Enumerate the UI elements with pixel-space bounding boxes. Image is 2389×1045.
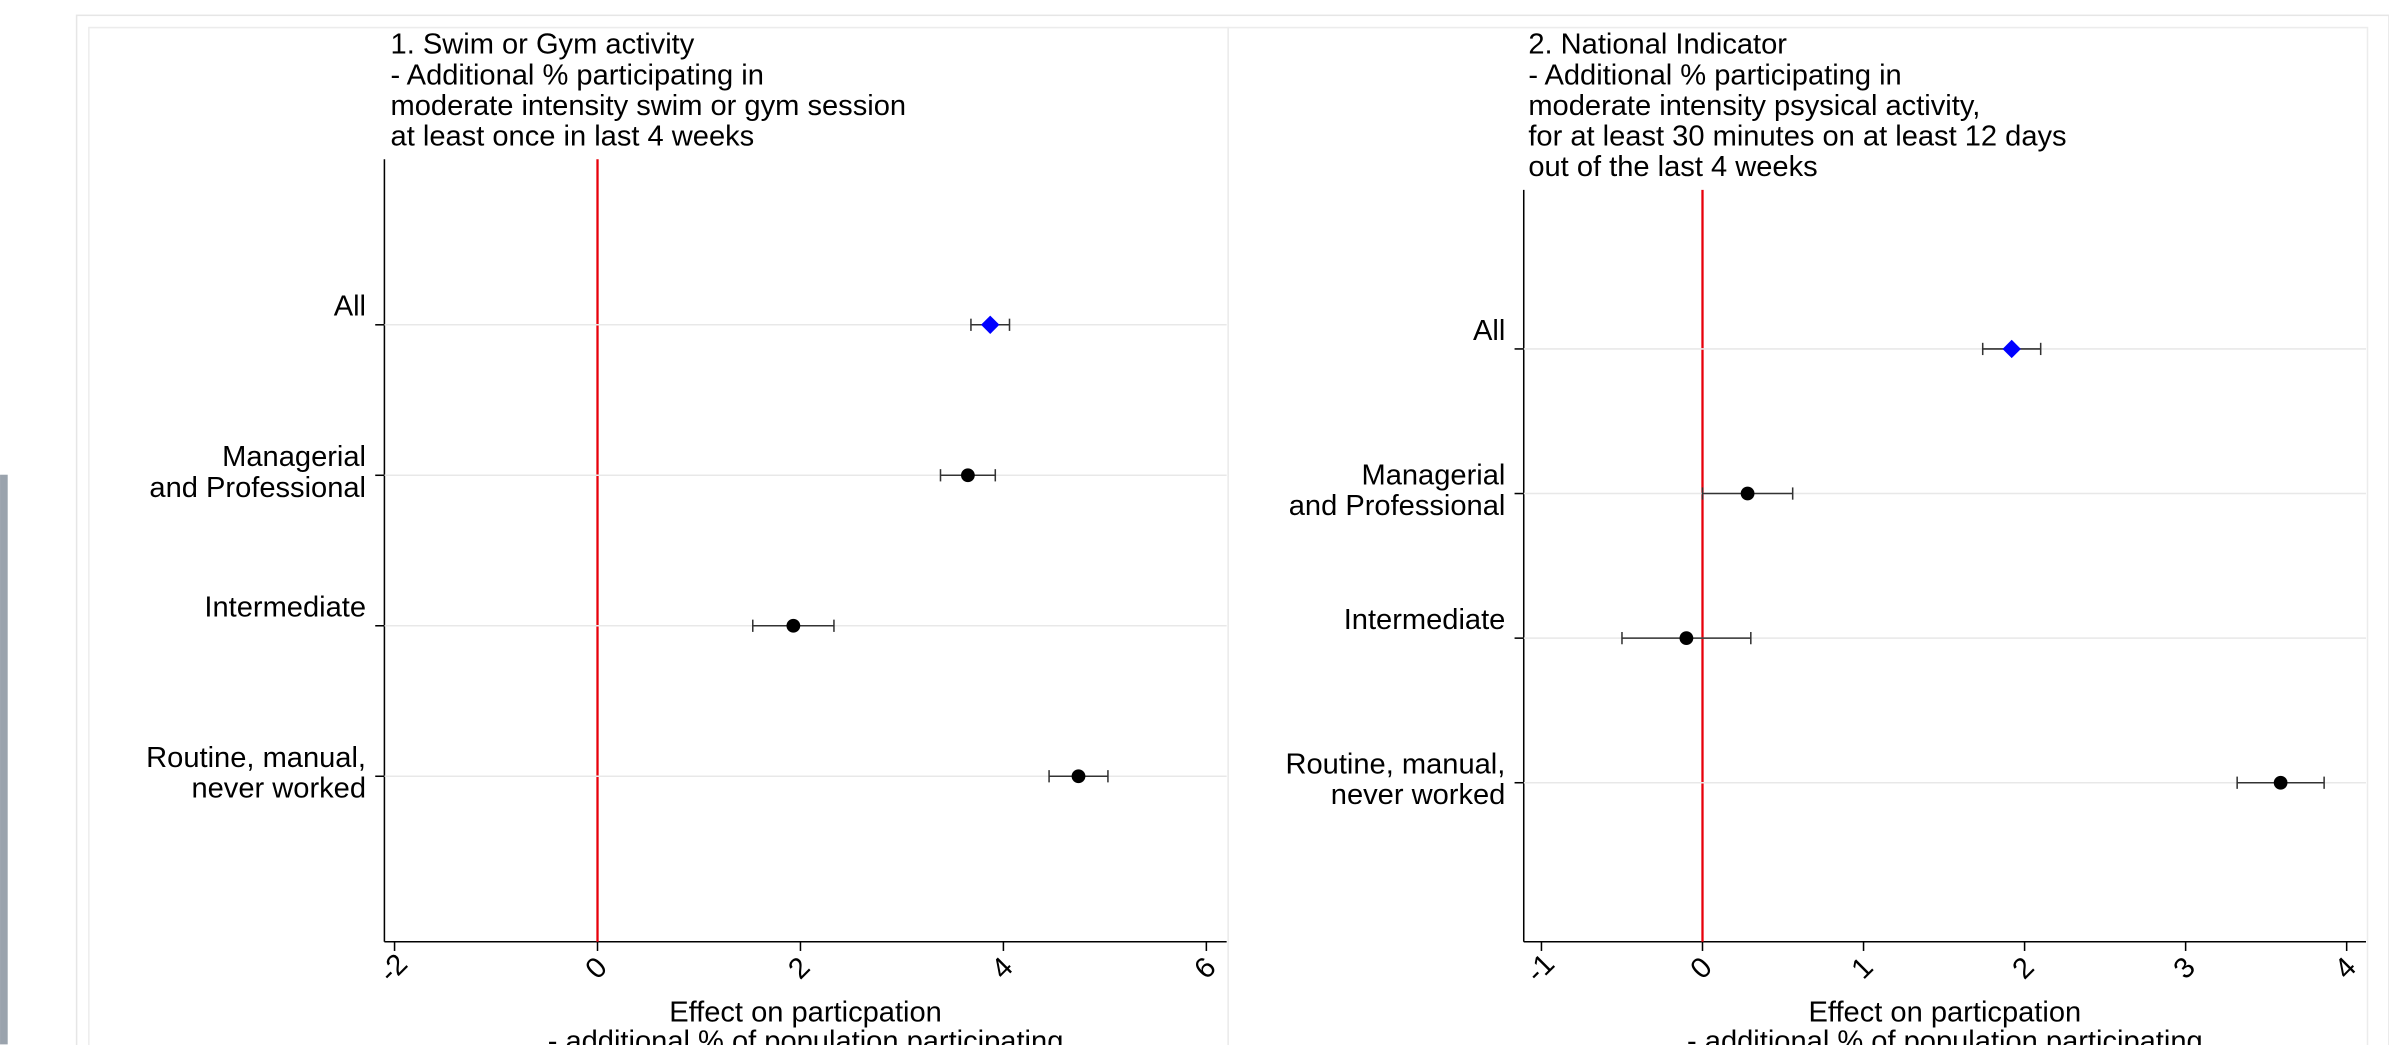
point bbox=[1741, 487, 1755, 501]
y-tick-label: All bbox=[334, 291, 366, 323]
background-strip bbox=[0, 475, 8, 1045]
y-tick-label: Intermediate bbox=[204, 592, 366, 624]
y-tick-label: All bbox=[1473, 315, 1505, 347]
chart-title: - Additional % participating in bbox=[1528, 59, 1901, 91]
y-tick-label: Intermediate bbox=[1344, 604, 1506, 636]
chart-title: for at least 30 minutes on at least 12 d… bbox=[1528, 121, 2066, 153]
panel-frame bbox=[89, 28, 1228, 1045]
y-tick-label: and Professional bbox=[149, 472, 366, 504]
point bbox=[2274, 776, 2288, 790]
chart-title: moderate intensity psysical activity, bbox=[1528, 90, 1980, 122]
chart-title: at least once in last 4 weeks bbox=[391, 121, 755, 153]
y-tick-label: and Professional bbox=[1289, 490, 1506, 522]
chart-title: out of the last 4 weeks bbox=[1528, 151, 1817, 183]
y-tick-label: Managerial bbox=[1362, 459, 1506, 491]
y-tick-label: Routine, manual, bbox=[146, 742, 366, 774]
y-tick-label: Routine, manual, bbox=[1286, 749, 1506, 781]
y-tick-label: never worked bbox=[1331, 779, 1506, 811]
point bbox=[1680, 631, 1694, 645]
chart-title: 2. National Indicator bbox=[1528, 29, 1787, 61]
chart-title: - Additional % participating in bbox=[391, 59, 764, 91]
x-axis-label: Effect on particpation bbox=[669, 996, 942, 1028]
y-tick-label: never worked bbox=[191, 773, 366, 805]
chart-title: moderate intensity swim or gym session bbox=[391, 90, 907, 122]
y-tick-label: Managerial bbox=[222, 441, 366, 473]
page: {"chart_data": [ {"type": "dotplot", "ti… bbox=[0, 0, 2389, 1045]
chart-title: 1. Swim or Gym activity bbox=[391, 29, 695, 61]
point bbox=[1072, 769, 1086, 783]
x-axis-label: - additional % of population participati… bbox=[548, 1026, 1064, 1045]
x-axis-label: Effect on particpation bbox=[1809, 996, 2082, 1028]
x-axis-label: - additional % of population participati… bbox=[1687, 1026, 2203, 1045]
point bbox=[786, 619, 800, 633]
chart: 1. Swim or Gym activity- Additional % pa… bbox=[0, 0, 2389, 1045]
point bbox=[961, 468, 975, 482]
